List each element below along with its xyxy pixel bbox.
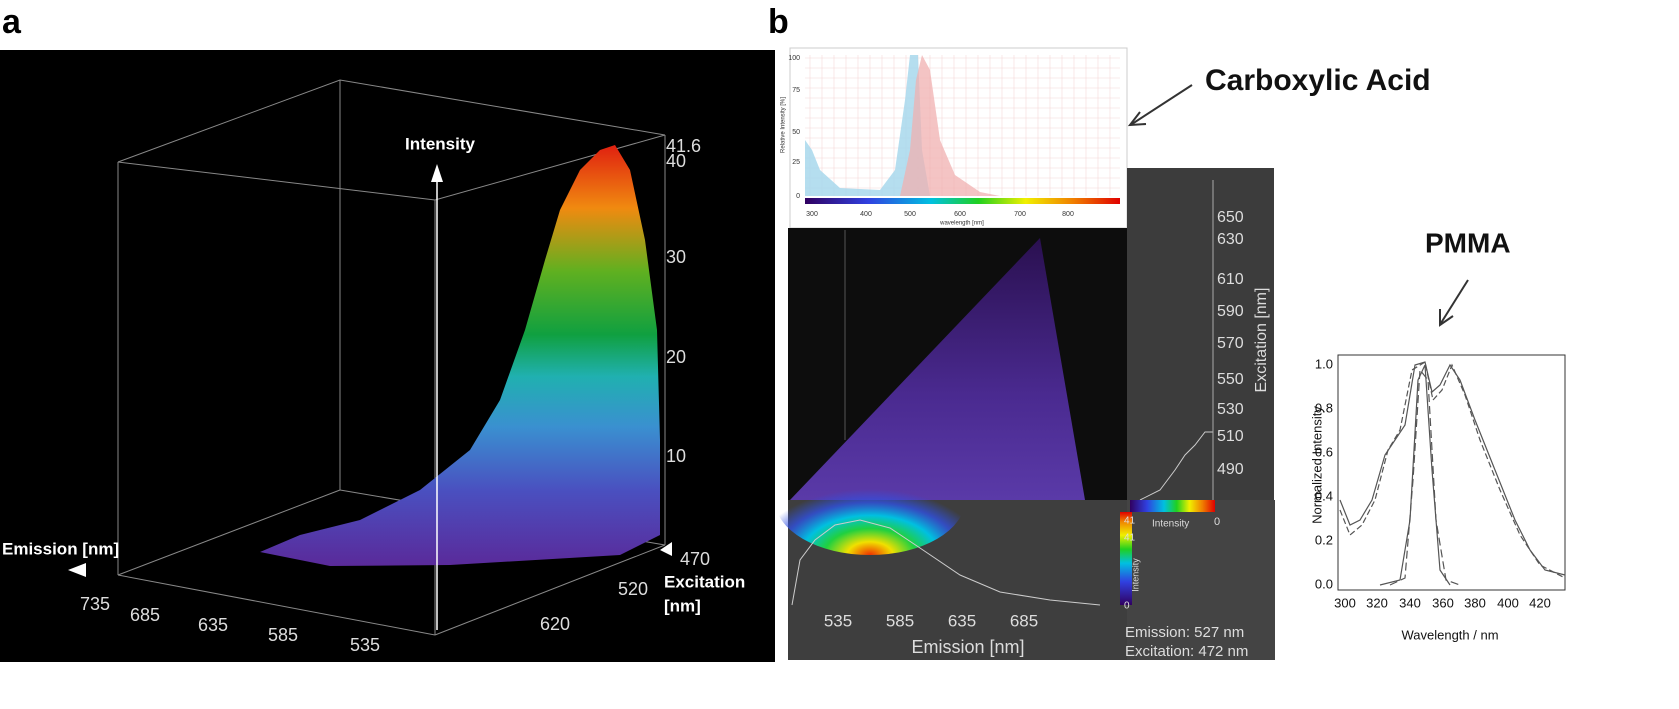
- excitation-panel: [1127, 168, 1274, 500]
- tick-label: 510: [1217, 428, 1244, 445]
- tick-label: 490: [1217, 461, 1244, 478]
- tick-label: 610: [1217, 271, 1244, 288]
- heatmap: [790, 238, 1085, 500]
- axis-label: Relative Intensity [%]: [781, 97, 787, 153]
- tick-label: 630: [1217, 231, 1244, 248]
- colorbar-label: Intensity: [1152, 519, 1189, 530]
- annotation: Carboxylic Acid: [1205, 64, 1431, 97]
- tick-label: 800: [1062, 211, 1074, 218]
- tick-label: 650: [1217, 209, 1244, 226]
- axis-arrow: [68, 563, 86, 577]
- colorbar-horizontal: [1130, 500, 1215, 512]
- readout: Emission: 527 nm: [1125, 624, 1244, 641]
- emission-profile: [791, 519, 1101, 606]
- tick-label: 570: [1217, 335, 1244, 352]
- tick-label: 635: [948, 611, 976, 630]
- colorbar-label: 41: [1124, 516, 1136, 527]
- axis-label: Wavelength / nm: [1401, 627, 1498, 642]
- axis-label: Intensity: [405, 134, 475, 153]
- arrow: [1440, 279, 1469, 324]
- tick-label: 700: [1014, 211, 1026, 218]
- colorbar-vertical: [1120, 512, 1132, 605]
- axis-label: wavelength [nm]: [939, 221, 984, 227]
- pmma-frame: [1337, 354, 1566, 591]
- axis-label: Emission [nm]: [2, 539, 119, 558]
- tick-label: 0.0: [1315, 576, 1333, 591]
- tick-label: 30: [666, 247, 686, 267]
- tick-label: 685: [1010, 611, 1038, 630]
- intensity-surface: [260, 145, 660, 566]
- tick-label: 41.6: [666, 136, 701, 156]
- axis-label: Normalized Intensity: [1309, 406, 1324, 524]
- tick-label: 535: [824, 611, 852, 630]
- axis-label: Excitation [nm]: [1253, 288, 1270, 393]
- excitation-peak: [805, 55, 930, 196]
- tick-label: 10: [666, 446, 686, 466]
- tick-label: 585: [268, 625, 298, 645]
- arrow: [1131, 84, 1193, 125]
- panel-a-background: [0, 50, 775, 662]
- tick-label: 40: [666, 151, 686, 171]
- tick-label: 0.4: [1315, 488, 1333, 503]
- tick-label: 585: [886, 611, 914, 630]
- axis-arrow: [660, 542, 672, 556]
- axis-arrow: [431, 164, 443, 182]
- tick-label: 530: [1217, 401, 1244, 418]
- tick-label: 320: [1366, 595, 1388, 610]
- readout: Excitation: 472 nm: [1125, 643, 1248, 660]
- tick-label: 520: [618, 579, 648, 599]
- tick-label: 0.2: [1315, 532, 1333, 547]
- panel-label: b: [768, 3, 789, 41]
- tick-label: 400: [860, 211, 872, 218]
- tick-label: 600: [954, 211, 966, 218]
- pmma-curves: [1339, 361, 1566, 586]
- tick-label: 0.6: [1315, 444, 1333, 459]
- tick-label: 470: [680, 549, 710, 569]
- tick-label: 300: [806, 211, 818, 218]
- tick-label: 0.8: [1315, 400, 1333, 415]
- colorbar-label: Intensity: [1130, 558, 1140, 592]
- tick-label: 25: [792, 159, 800, 166]
- colorbar-label: 0: [1124, 601, 1130, 612]
- axis-label: Excitation: [664, 572, 745, 591]
- arrow-head: [1127, 111, 1147, 127]
- tick-label: 20: [666, 347, 686, 367]
- panel-label: a: [2, 3, 22, 41]
- emission-peak: [900, 55, 1000, 196]
- tick-label: 1.0: [1315, 356, 1333, 371]
- tick-label: 380: [1464, 595, 1486, 610]
- colorbar-label: 0: [1214, 516, 1220, 528]
- annotation: PMMA: [1425, 227, 1511, 258]
- tick-label: 535: [350, 635, 380, 655]
- axis-label: [nm]: [664, 596, 701, 615]
- tick-label: 635: [198, 615, 228, 635]
- tick-label: 0: [796, 193, 800, 200]
- info-panel: [1127, 500, 1275, 660]
- tick-label: 590: [1217, 303, 1244, 320]
- tick-label: 420: [1529, 595, 1551, 610]
- heatmap-peak: [775, 445, 965, 555]
- tick-label: 50: [792, 129, 800, 136]
- tick-label: 360: [1432, 595, 1454, 610]
- excitation-profile: [1139, 431, 1213, 501]
- colorbar-label: 41: [1124, 533, 1136, 544]
- tick-label: 100: [788, 55, 800, 62]
- tick-label: 735: [80, 594, 110, 614]
- wavelength-strip: [805, 198, 1120, 204]
- arrow-head: [1439, 309, 1454, 327]
- tick-label: 75: [792, 87, 800, 94]
- tick-label: 550: [1217, 371, 1244, 388]
- tick-label: 500: [904, 211, 916, 218]
- tick-label: 300: [1334, 595, 1356, 610]
- tick-label: 400: [1497, 595, 1519, 610]
- tick-label: 685: [130, 605, 160, 625]
- tick-label: 620: [540, 614, 570, 634]
- axis-label: Emission [nm]: [911, 637, 1024, 657]
- tick-label: 340: [1399, 595, 1421, 610]
